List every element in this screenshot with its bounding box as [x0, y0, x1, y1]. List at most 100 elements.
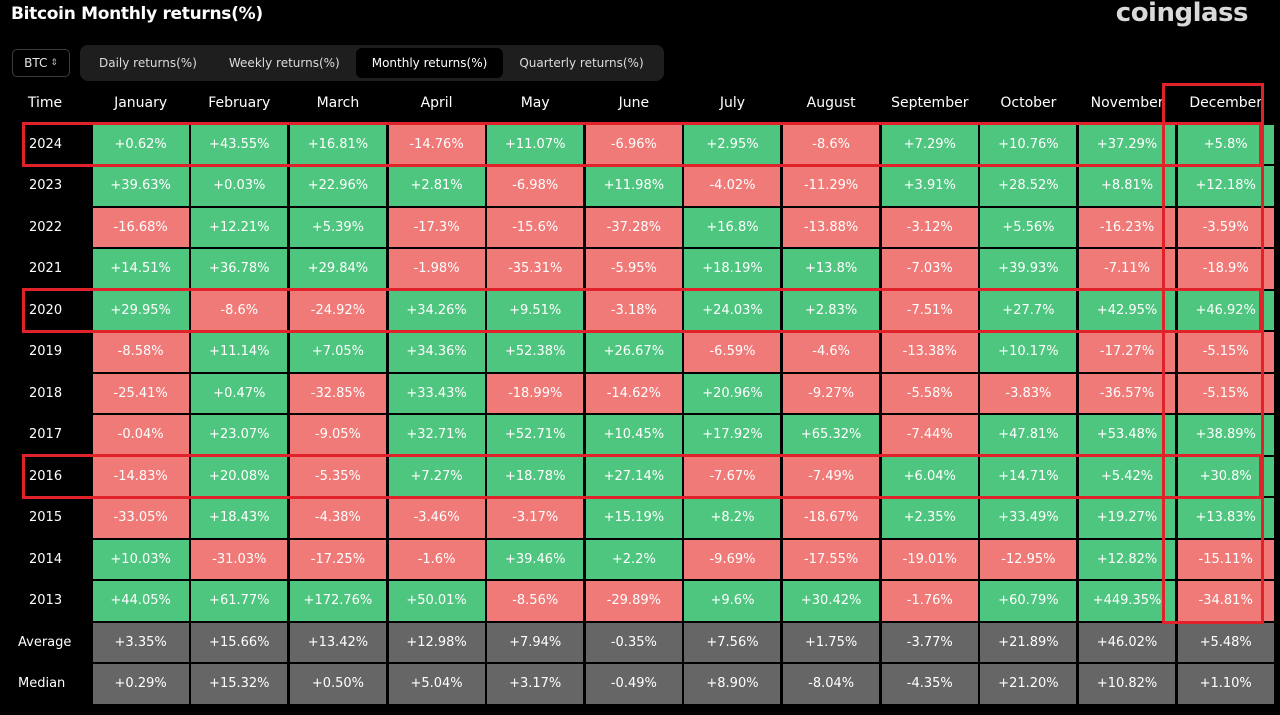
month-header-april: April [420, 94, 453, 111]
return-cell: -7.49% [783, 456, 880, 496]
month-header-january: January [114, 94, 168, 111]
return-cell: -17.3% [388, 207, 485, 247]
return-cell: -5.15% [1177, 373, 1274, 413]
return-cell: -7.44% [881, 415, 978, 455]
return-cell: +16.8% [684, 207, 781, 247]
return-cell: -18.9% [1177, 249, 1274, 289]
return-cell: -36.57% [1079, 373, 1176, 413]
month-header-august: August [806, 94, 856, 111]
return-cell: -4.38% [289, 498, 386, 538]
return-cell: +15.19% [585, 498, 682, 538]
return-cell: +7.27% [388, 456, 485, 496]
return-cell: +14.71% [980, 456, 1077, 496]
return-cell: +16.81% [289, 124, 386, 164]
return-cell: -29.89% [585, 581, 682, 621]
return-cell: -16.23% [1079, 207, 1176, 247]
average-cell: -0.35% [585, 622, 682, 662]
median-cell: -4.35% [881, 664, 978, 704]
return-cell: +5.56% [980, 207, 1077, 247]
return-cell: +12.21% [191, 207, 288, 247]
return-cell: -12.95% [980, 539, 1077, 579]
tab-daily-returns[interactable]: Daily returns(%) [99, 56, 197, 70]
return-cell: +44.05% [92, 581, 189, 621]
average-cell: +7.94% [487, 622, 584, 662]
year-label: 2013 [29, 593, 63, 609]
return-cell: -16.68% [92, 207, 189, 247]
return-cell: -3.12% [881, 207, 978, 247]
tab-quarterly-returns[interactable]: Quarterly returns(%) [519, 56, 644, 70]
return-cell: +20.08% [191, 456, 288, 496]
return-cell: +9.6% [684, 581, 781, 621]
return-cell: -34.81% [1177, 581, 1274, 621]
return-cell: -19.01% [881, 539, 978, 579]
return-cell: +61.77% [191, 581, 288, 621]
return-cell: +30.8% [1177, 456, 1274, 496]
return-cell: -3.83% [980, 373, 1077, 413]
coinglass-logo: coinglass [1115, 0, 1249, 28]
average-cell: +3.35% [92, 622, 189, 662]
return-cell: -0.04% [92, 415, 189, 455]
return-cell: -13.38% [881, 332, 978, 372]
return-cell: +29.84% [289, 249, 386, 289]
return-cell: +17.92% [684, 415, 781, 455]
tab-weekly-returns[interactable]: Weekly returns(%) [228, 56, 340, 70]
return-cell: +11.14% [191, 332, 288, 372]
return-cell: +2.35% [881, 498, 978, 538]
tab-monthly-returns[interactable]: Monthly returns(%) [355, 48, 504, 78]
return-cell: +38.89% [1177, 415, 1274, 455]
return-cell: -8.58% [92, 332, 189, 372]
return-cell: +2.81% [388, 166, 485, 206]
return-cell: +18.19% [684, 249, 781, 289]
return-cell: +8.2% [684, 498, 781, 538]
return-cell: +9.51% [487, 290, 584, 330]
median-cell: +15.32% [191, 664, 288, 704]
return-cell: -5.35% [289, 456, 386, 496]
return-cell: -13.88% [783, 207, 880, 247]
median-cell: +0.29% [92, 664, 189, 704]
return-cell: -1.76% [881, 581, 978, 621]
return-cell: +5.8% [1177, 124, 1274, 164]
return-cell: +50.01% [388, 581, 485, 621]
return-cell: -18.99% [487, 373, 584, 413]
return-cell: -9.27% [783, 373, 880, 413]
return-cell: +0.03% [191, 166, 288, 206]
year-label: 2018 [29, 385, 63, 401]
return-cell: +18.43% [191, 498, 288, 538]
average-label: Average [18, 634, 72, 650]
return-cell: +8.81% [1079, 166, 1176, 206]
median-cell: +5.04% [388, 664, 485, 704]
return-cell: +7.29% [881, 124, 978, 164]
average-cell: -3.77% [881, 622, 978, 662]
return-cell: +10.17% [980, 332, 1077, 372]
return-cell: +39.46% [487, 539, 584, 579]
return-cell: +27.7% [980, 290, 1077, 330]
return-cell: +10.03% [92, 539, 189, 579]
asset-select-value: BTC [24, 56, 48, 70]
return-cell: +65.32% [783, 415, 880, 455]
return-cell: -7.51% [881, 290, 978, 330]
return-cell: -32.85% [289, 373, 386, 413]
return-cell: +5.39% [289, 207, 386, 247]
year-label: 2016 [29, 468, 63, 484]
return-cell: -15.11% [1177, 539, 1274, 579]
return-cell: -1.6% [388, 539, 485, 579]
asset-select[interactable]: BTC ⇕ [12, 49, 70, 77]
return-cell: -6.96% [585, 124, 682, 164]
return-cell: +30.42% [783, 581, 880, 621]
median-cell: -8.04% [783, 664, 880, 704]
year-label: 2021 [29, 261, 63, 277]
return-cell: +32.71% [388, 415, 485, 455]
return-cell: +10.45% [585, 415, 682, 455]
return-cell: +33.43% [388, 373, 485, 413]
return-cell: -37.28% [585, 207, 682, 247]
return-cell: -31.03% [191, 539, 288, 579]
return-cell: +11.98% [585, 166, 682, 206]
returns-table: Time January February March April May June July… [0, 83, 1274, 704]
return-cell: -5.58% [881, 373, 978, 413]
return-cell: -8.6% [191, 290, 288, 330]
return-cell: -3.46% [388, 498, 485, 538]
return-cell: +18.78% [487, 456, 584, 496]
return-cell: +2.95% [684, 124, 781, 164]
median-cell: +1.10% [1177, 664, 1274, 704]
average-cell: +13.42% [289, 622, 386, 662]
